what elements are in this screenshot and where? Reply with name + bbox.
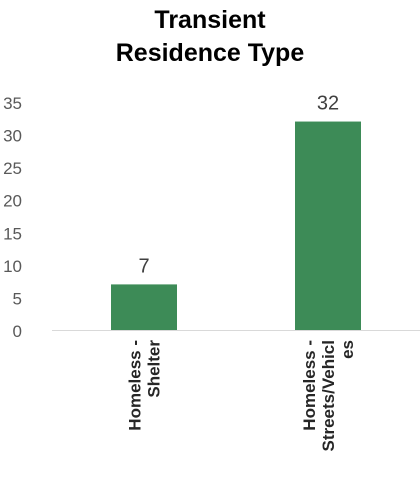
x-tick-label: Homeless - — [126, 340, 145, 431]
y-tick-label: 0 — [13, 322, 22, 341]
y-tick-label: 5 — [13, 289, 22, 308]
x-tick-label: Shelter — [145, 340, 164, 398]
y-tick-label: 30 — [3, 127, 22, 146]
y-tick-label: 15 — [3, 224, 22, 243]
data-label: 7 — [138, 255, 149, 277]
y-tick-label: 25 — [3, 159, 22, 178]
bar — [295, 121, 361, 331]
bar — [111, 284, 177, 330]
x-tick-label: Streets/Vehicl — [319, 340, 338, 452]
chart-title-line-2: Residence Type — [115, 39, 305, 67]
y-tick-label: 35 — [3, 94, 22, 113]
x-tick-label: es — [338, 340, 357, 359]
chart-title-line-1: Transient — [154, 6, 266, 34]
x-tick-label: Homeless - — [300, 340, 319, 431]
data-label: 32 — [317, 93, 339, 115]
y-tick-label: 10 — [3, 257, 22, 276]
y-tick-label: 20 — [3, 192, 22, 211]
